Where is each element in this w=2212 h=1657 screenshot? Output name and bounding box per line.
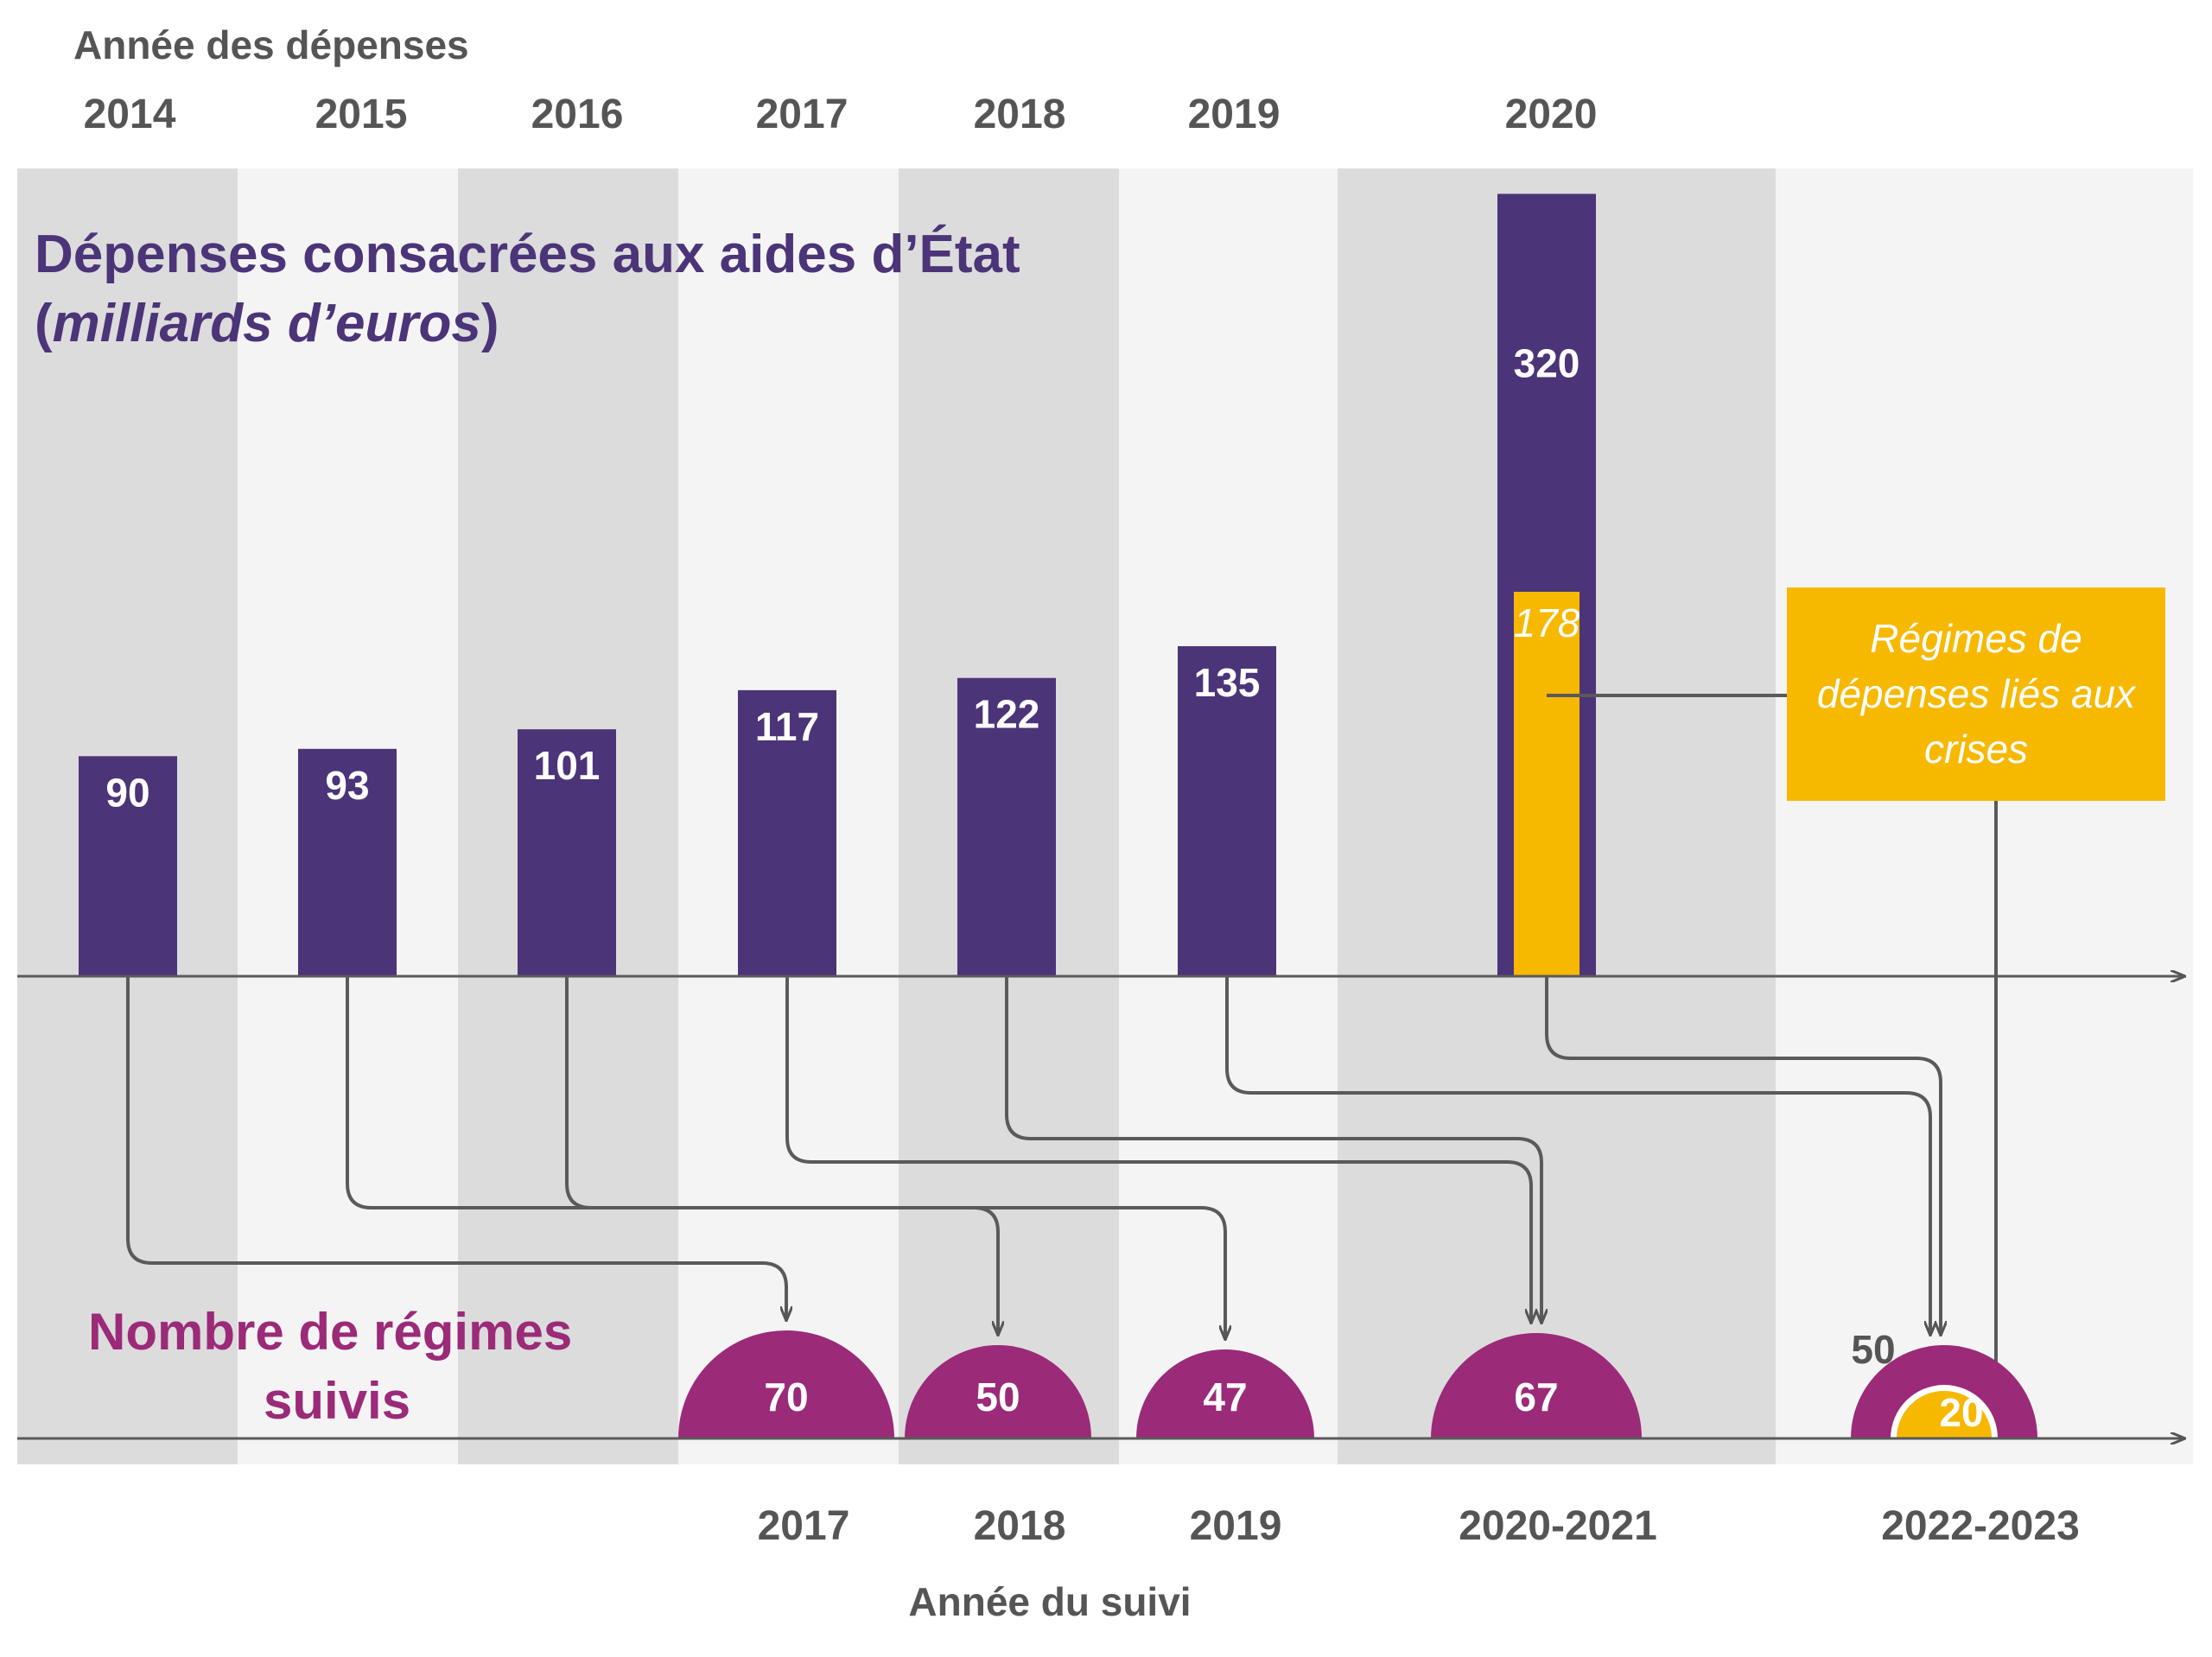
spending-bar-2015	[298, 748, 397, 976]
spending-bar-label-2016: 101	[534, 743, 601, 788]
flow-2019-to-2022-2023	[1225, 976, 1930, 1335]
spending-bar-2019	[1178, 645, 1276, 976]
monitoring-year-2020-2021: 2020-2021	[1459, 1503, 1657, 1549]
top-axis-title: Année des dépenses	[73, 22, 469, 67]
spending-year-2017: 2017	[756, 92, 849, 137]
count-dome-label-2017: 70	[764, 1374, 808, 1419]
spending-title-line2: (milliards d’euros)	[35, 294, 499, 353]
count-outer-label-2022-2023: 50	[1851, 1327, 1895, 1372]
spending-title-line1: Dépenses consacrées aux aides d’État	[35, 225, 1020, 284]
spending-bar-label-2019: 135	[1194, 660, 1261, 705]
spending-year-2020: 2020	[1505, 92, 1598, 137]
monitoring-year-2017: 2017	[758, 1503, 850, 1549]
flow-2017-to-2020-2021	[785, 976, 1531, 1323]
crisis-bar-label-2020: 178	[1514, 600, 1580, 645]
callout-line-1: Régimes de	[1870, 616, 2082, 661]
monitoring-year-2018: 2018	[974, 1503, 1066, 1549]
flow-2018-to-2020-2021	[1005, 976, 1541, 1323]
count-title-line2: suivis	[264, 1372, 410, 1430]
flow-2016-to-2019	[565, 976, 1225, 1339]
callout-line-3: crises	[1924, 727, 2028, 771]
crisis-dome-2022-2023	[1897, 1391, 1992, 1438]
spending-bar-2016	[518, 729, 616, 976]
spending-bar-label-2018: 122	[974, 692, 1040, 737]
bottom-axis-title: Année du suivi	[908, 1579, 1191, 1624]
count-dome-label-2018: 50	[976, 1374, 1020, 1419]
monitoring-year-2022-2023: 2022-2023	[1881, 1503, 2080, 1549]
flow-2020-to-2022-2023	[1545, 976, 1941, 1335]
spending-bar-label-2014: 90	[105, 770, 149, 815]
count-domes: 70 50 47 67 20 50	[678, 1327, 2037, 1438]
crisis-callout: Régimes de dépenses liés aux crises	[1547, 587, 2165, 1417]
crisis-bar-2020	[1514, 592, 1580, 976]
callout-line-2: dépenses liés aux	[1817, 671, 2137, 716]
monitoring-year-labels: 2017 2018 2019 2020-2021 2022-2023	[758, 1503, 2080, 1549]
spending-bar-2017	[738, 689, 836, 976]
spending-bar-label-2015: 93	[325, 763, 369, 808]
flow-connectors	[126, 976, 1941, 1339]
count-dome-2020-2021	[1431, 1333, 1642, 1438]
count-dome-2019	[1136, 1349, 1314, 1438]
monitoring-year-2019: 2019	[1190, 1503, 1282, 1549]
count-dome-label-2020-2021: 67	[1514, 1374, 1558, 1419]
crisis-dome-label: 20	[1939, 1390, 1983, 1435]
spending-year-2015: 2015	[315, 92, 408, 137]
callout-box	[1787, 587, 2165, 801]
count-dome-label-2019: 47	[1203, 1374, 1247, 1419]
spending-year-labels: 2014 2015 2016 2017 2018 2019 2020	[84, 92, 1598, 137]
count-dome-2018	[905, 1345, 1091, 1438]
count-title-line1: Nombre de régimes	[88, 1303, 572, 1361]
spending-bar-2018	[957, 677, 1056, 976]
spending-year-2014: 2014	[84, 92, 176, 137]
spending-bar-label-2020: 320	[1514, 341, 1580, 386]
spending-bars: 90 93 101 117 122 135 320 178	[79, 194, 1596, 976]
count-dome-2017	[678, 1330, 894, 1438]
flow-2014-to-2017	[126, 976, 786, 1320]
spending-year-2018: 2018	[974, 92, 1066, 137]
spending-year-2019: 2019	[1188, 92, 1281, 137]
band-7	[1776, 168, 2193, 1464]
spending-bar-label-2017: 117	[755, 704, 819, 749]
spending-bar-2014	[79, 756, 177, 976]
spending-year-2016: 2016	[531, 92, 624, 137]
axes	[17, 976, 2184, 1438]
